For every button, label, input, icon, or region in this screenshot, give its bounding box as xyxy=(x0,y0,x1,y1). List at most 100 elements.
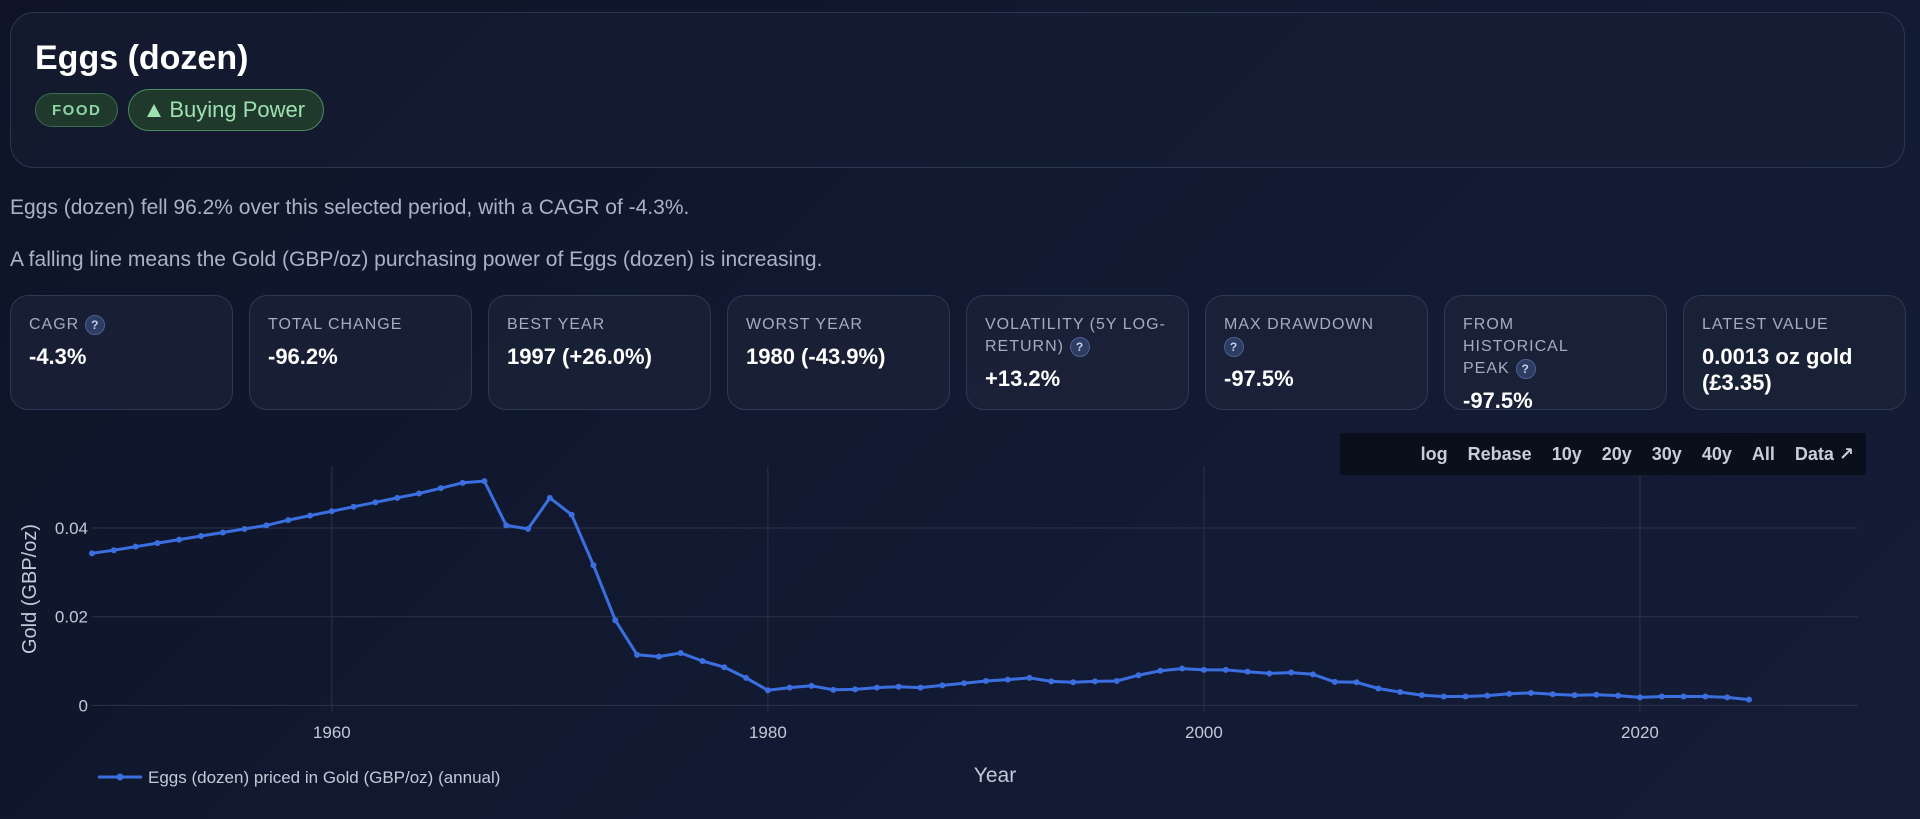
range-40y-button[interactable]: 40y xyxy=(1701,443,1732,464)
range-30y-button[interactable]: 30y xyxy=(1651,443,1682,464)
data-point[interactable] xyxy=(1484,692,1491,699)
data-point[interactable] xyxy=(350,503,357,510)
data-point[interactable] xyxy=(307,512,314,519)
data-point[interactable] xyxy=(655,653,662,660)
data-point[interactable] xyxy=(263,522,270,529)
data-point[interactable] xyxy=(1200,666,1207,673)
data-point[interactable] xyxy=(1157,667,1164,674)
stat-card-volatility: VOLATILITY (5Y LOG-RETURN)? +13.2% xyxy=(966,295,1189,410)
data-point[interactable] xyxy=(1680,693,1687,700)
data-link-button[interactable]: Data ↗ xyxy=(1794,443,1854,464)
data-point[interactable] xyxy=(1506,690,1513,697)
data-point[interactable] xyxy=(895,683,902,690)
log-scale-button[interactable]: log xyxy=(1420,443,1448,464)
help-icon[interactable]: ? xyxy=(1224,336,1244,357)
range-10y-button[interactable]: 10y xyxy=(1551,443,1582,464)
data-point[interactable] xyxy=(830,686,837,693)
data-point[interactable] xyxy=(1397,689,1404,696)
data-point[interactable] xyxy=(1615,692,1622,699)
range-20y-button[interactable]: 20y xyxy=(1601,443,1632,464)
data-point[interactable] xyxy=(1331,678,1338,685)
buying-power-badge[interactable]: Buying Power xyxy=(128,89,325,131)
data-point[interactable] xyxy=(1091,678,1098,685)
data-point[interactable] xyxy=(1113,677,1120,684)
data-point[interactable] xyxy=(808,682,815,689)
data-point[interactable] xyxy=(1527,689,1534,696)
data-point[interactable] xyxy=(612,617,619,624)
rebase-button[interactable]: Rebase xyxy=(1467,443,1532,464)
stat-card-cagr: CAGR? -4.3% xyxy=(10,295,233,410)
data-point[interactable] xyxy=(1702,693,1709,700)
data-point[interactable] xyxy=(546,494,553,501)
data-point[interactable] xyxy=(1070,679,1077,686)
data-point[interactable] xyxy=(132,543,139,550)
data-point[interactable] xyxy=(1244,668,1251,675)
data-point[interactable] xyxy=(852,686,859,693)
data-point[interactable] xyxy=(961,680,968,687)
data-point[interactable] xyxy=(481,478,488,485)
help-icon[interactable]: ? xyxy=(1515,358,1536,379)
data-point[interactable] xyxy=(1745,696,1752,703)
data-point[interactable] xyxy=(590,562,597,569)
data-point[interactable] xyxy=(1375,685,1382,692)
data-point[interactable] xyxy=(1549,691,1556,698)
stat-value-total-change: -96.2% xyxy=(268,344,338,369)
data-point[interactable] xyxy=(1026,674,1033,681)
data-point[interactable] xyxy=(1658,693,1665,700)
data-point[interactable] xyxy=(743,674,750,681)
data-point[interactable] xyxy=(1440,693,1447,700)
data-point[interactable] xyxy=(503,522,510,529)
data-point[interactable] xyxy=(459,479,466,486)
data-point[interactable] xyxy=(219,529,226,536)
data-point[interactable] xyxy=(1462,693,1469,700)
data-point[interactable] xyxy=(1571,692,1578,699)
data-point[interactable] xyxy=(1353,679,1360,686)
data-point[interactable] xyxy=(198,533,205,540)
data-point[interactable] xyxy=(285,517,292,524)
data-point[interactable] xyxy=(917,684,924,691)
data-point[interactable] xyxy=(721,664,728,671)
data-point[interactable] xyxy=(1309,671,1316,678)
data-point[interactable] xyxy=(110,547,117,554)
y-axis-label: Gold (GBP/oz) xyxy=(19,524,41,654)
data-point[interactable] xyxy=(786,684,793,691)
data-point[interactable] xyxy=(328,508,335,515)
data-point[interactable] xyxy=(89,550,95,557)
data-point[interactable] xyxy=(634,651,641,658)
help-icon[interactable]: ? xyxy=(1070,336,1090,357)
data-point[interactable] xyxy=(176,536,183,543)
data-point[interactable] xyxy=(1266,670,1273,677)
page-title: Eggs (dozen) xyxy=(35,39,249,77)
stat-value-cagr: -4.3% xyxy=(29,344,87,369)
data-point[interactable] xyxy=(1222,666,1229,673)
data-point[interactable] xyxy=(1636,694,1643,701)
data-point[interactable] xyxy=(873,684,880,691)
stat-label-best-year: BEST YEAR xyxy=(507,316,606,333)
data-point[interactable] xyxy=(1179,665,1186,672)
data-point[interactable] xyxy=(1135,672,1142,679)
data-point[interactable] xyxy=(1048,678,1055,685)
help-icon[interactable]: ? xyxy=(85,314,106,335)
data-point[interactable] xyxy=(1418,692,1425,699)
data-point[interactable] xyxy=(241,525,248,532)
data-point[interactable] xyxy=(677,650,684,657)
data-point[interactable] xyxy=(437,485,444,492)
data-point[interactable] xyxy=(1004,676,1011,683)
data-point[interactable] xyxy=(699,658,706,665)
stat-value-latest-value: 0.0013 oz gold (£3.35) xyxy=(1702,344,1853,395)
data-point[interactable] xyxy=(1593,691,1600,698)
data-point[interactable] xyxy=(372,499,379,506)
data-point[interactable] xyxy=(154,540,161,547)
stat-value-from-peak: -97.5% xyxy=(1463,388,1533,413)
data-point[interactable] xyxy=(568,511,575,518)
data-point[interactable] xyxy=(1288,669,1295,676)
range-all-button[interactable]: All xyxy=(1751,443,1775,464)
data-point[interactable] xyxy=(939,682,946,689)
data-point[interactable] xyxy=(764,687,771,694)
data-point[interactable] xyxy=(394,494,401,501)
data-point[interactable] xyxy=(525,525,532,532)
data-point[interactable] xyxy=(1724,694,1731,701)
chart-toolbar: log Rebase 10y 20y 30y 40y All Data ↗ xyxy=(1340,433,1866,475)
data-point[interactable] xyxy=(982,677,989,684)
data-point[interactable] xyxy=(416,490,423,497)
